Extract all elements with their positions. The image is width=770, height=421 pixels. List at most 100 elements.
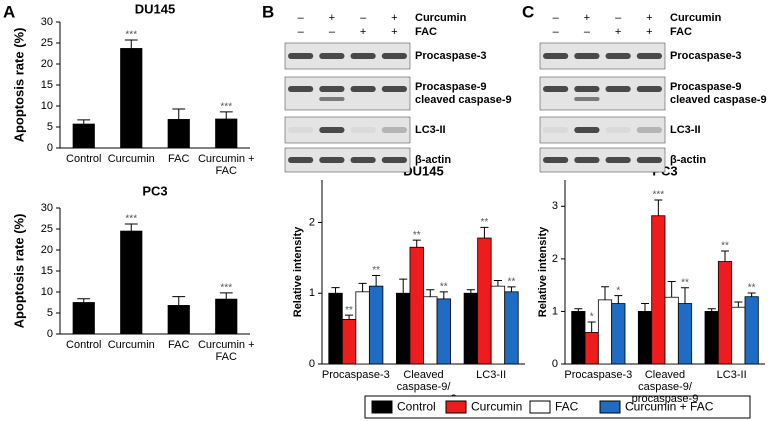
significance-label: *** — [125, 30, 137, 41]
error-bar — [480, 226, 489, 239]
error-bar — [734, 301, 743, 308]
x-tick-label: LC3-II — [717, 369, 747, 381]
bar — [355, 291, 370, 365]
blot-band — [543, 127, 569, 133]
error-bar — [172, 108, 186, 120]
blot-band — [636, 157, 662, 163]
bar — [341, 319, 357, 365]
blot-band — [543, 157, 569, 163]
significance-label: *** — [220, 102, 232, 113]
y-axis-label: Apoptosis rate (%) — [11, 214, 26, 329]
blot-band — [381, 53, 407, 59]
blot-band — [319, 157, 345, 163]
legend-swatch — [371, 400, 393, 414]
bar — [120, 48, 143, 149]
significance-label: ** — [440, 281, 448, 292]
treatment-sign: + — [391, 12, 397, 24]
y-tick-label: 0 — [552, 358, 558, 370]
significance-label: * — [616, 285, 620, 296]
y-tick-label: 3 — [552, 200, 558, 212]
bar — [423, 296, 438, 365]
error-bar — [399, 278, 408, 294]
blot-band — [574, 157, 600, 163]
error-bar — [707, 308, 716, 312]
treatment-sign: – — [553, 12, 560, 24]
error-bar — [412, 239, 421, 248]
blot-band — [350, 157, 376, 163]
bar — [651, 215, 666, 365]
legend-label: Control — [397, 400, 436, 414]
bar — [368, 285, 384, 365]
blot-band — [636, 86, 662, 92]
error-bar — [372, 275, 381, 287]
error-bar — [426, 289, 435, 297]
significance-label: ** — [413, 230, 421, 241]
y-axis-label: Relative intensity — [537, 226, 549, 317]
treatment-sign: – — [298, 12, 305, 24]
blot-band — [605, 127, 631, 133]
bar — [731, 306, 746, 365]
y-tick-label: 10 — [41, 100, 53, 112]
y-tick-label: 2 — [309, 216, 315, 228]
blot-band — [574, 86, 600, 92]
error-bar — [331, 287, 340, 294]
legend-swatch — [445, 400, 467, 414]
treatment-sign: + — [646, 26, 652, 38]
error-bar — [614, 295, 623, 304]
legend-label: Curcumin + FAC — [625, 400, 714, 414]
chart-title: PC3 — [142, 183, 167, 198]
y-tick-label: 0 — [309, 358, 315, 370]
bar — [396, 292, 411, 365]
blot-band — [350, 53, 376, 59]
error-bar — [747, 292, 756, 297]
error-bar — [721, 250, 729, 262]
x-tick-label: Curcumin — [108, 339, 155, 351]
significance-label: *** — [220, 282, 232, 293]
significance-label: ** — [481, 217, 489, 228]
y-axis-label: Apoptosis rate (%) — [11, 28, 26, 143]
legend-swatch — [599, 400, 621, 414]
error-bar — [345, 314, 354, 320]
blot-band — [605, 157, 631, 163]
error-bar — [493, 279, 502, 287]
blot-image — [539, 76, 666, 111]
y-tick-label: 5 — [47, 121, 53, 133]
x-tick-label: Curcumin + FAC — [198, 153, 255, 177]
band-label: cleaved caspase-9 — [670, 94, 767, 106]
legend-label: Curcumin — [471, 400, 522, 414]
legend-label: FAC — [555, 400, 579, 414]
band-label: Procaspase-9 — [670, 81, 742, 93]
band-label: β-actin — [670, 154, 706, 166]
y-tick-label: 10 — [41, 286, 53, 298]
x-tick-label: LC3-II — [476, 369, 506, 381]
blot-band — [605, 86, 631, 92]
blot-band — [350, 127, 376, 133]
blot-band — [574, 53, 600, 59]
error-bar — [667, 280, 676, 298]
blot-band — [381, 127, 407, 133]
significance-label: ** — [345, 305, 353, 316]
error-bar — [439, 291, 448, 299]
y-tick-label: 25 — [41, 223, 53, 235]
treatment-sign: – — [360, 12, 367, 24]
error-bar — [641, 303, 649, 312]
error-bar — [219, 111, 233, 120]
y-tick-label: 1 — [309, 287, 315, 299]
blot-band — [636, 127, 662, 133]
band-label: cleaved caspase-9 — [415, 94, 512, 106]
y-axis-label: Relative intensity — [292, 226, 304, 317]
blot-band — [319, 86, 345, 92]
error-bar — [466, 289, 475, 294]
bar — [120, 230, 143, 335]
band-label: Procaspase-9 — [415, 81, 487, 93]
bar — [717, 261, 733, 365]
x-tick-label: Control — [66, 153, 101, 165]
band-label: Procaspase-3 — [670, 50, 742, 62]
bar — [463, 292, 479, 365]
band-label: Procaspase-3 — [415, 50, 487, 62]
bar — [677, 303, 693, 365]
bar — [584, 332, 599, 365]
error-bar — [587, 321, 596, 333]
